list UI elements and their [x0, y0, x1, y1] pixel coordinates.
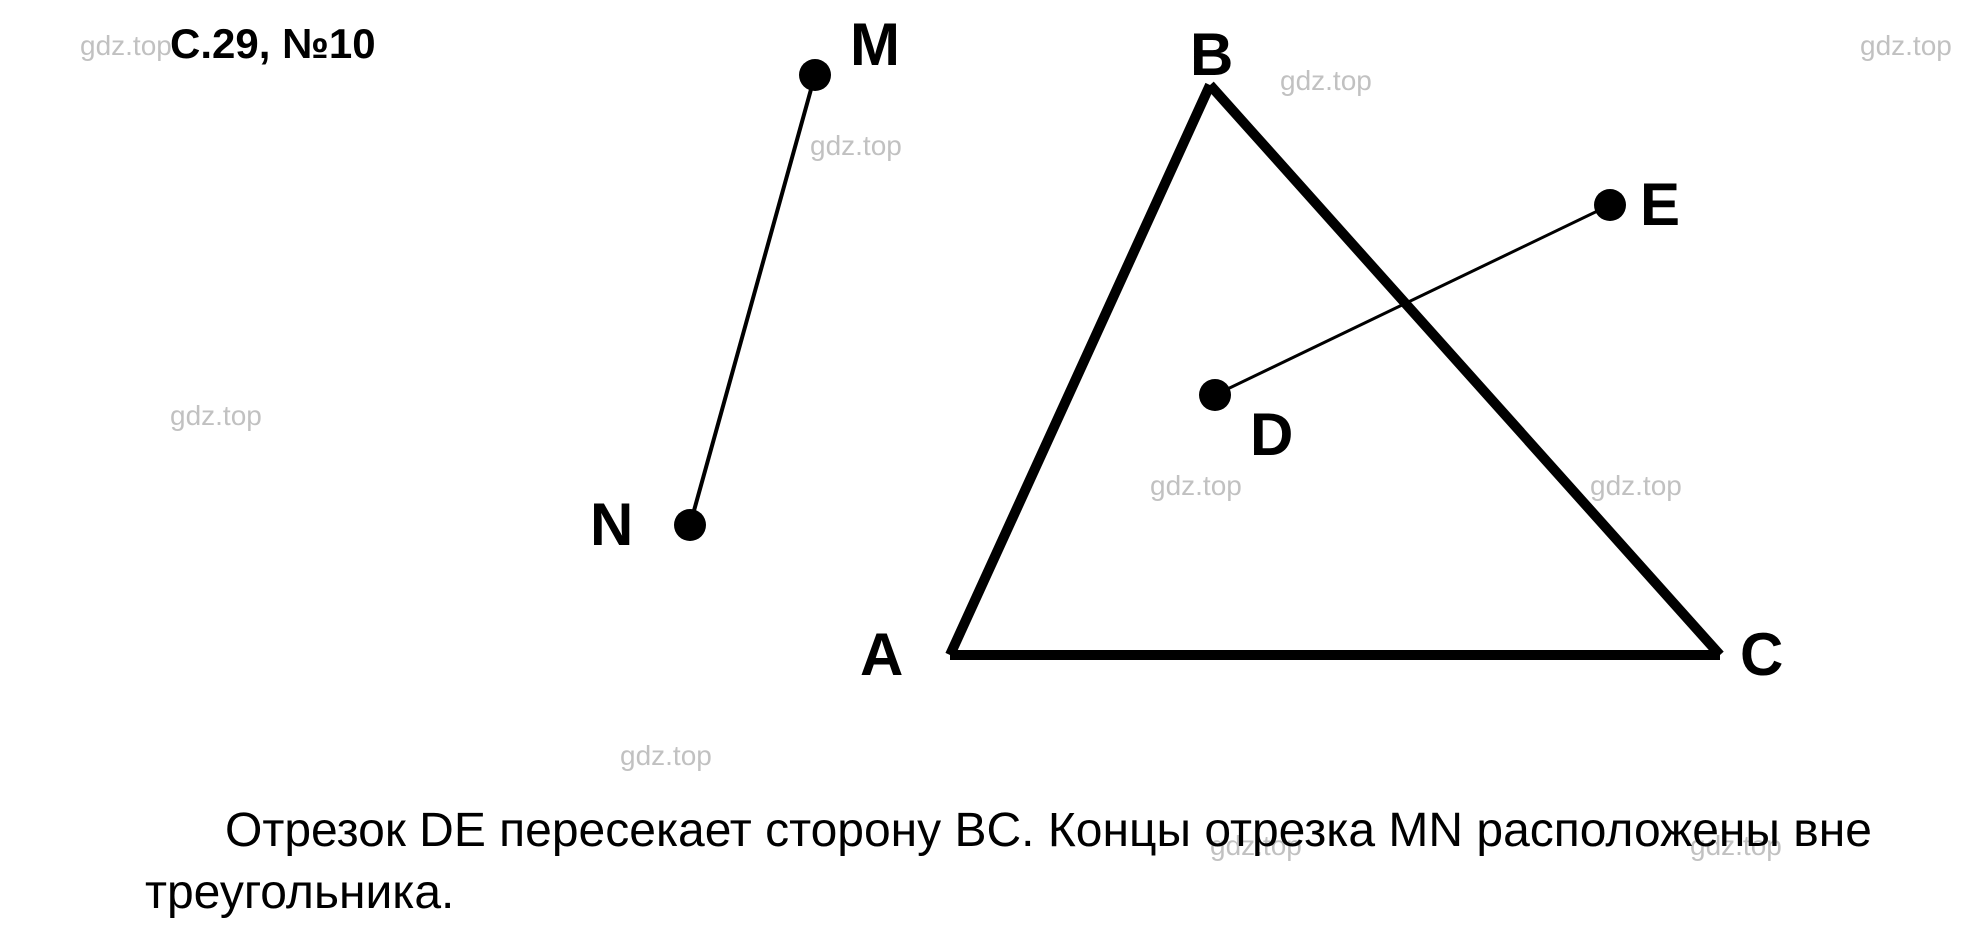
point-d-dot: [1199, 379, 1231, 411]
watermark: gdz.top: [170, 400, 262, 432]
watermark: gdz.top: [810, 130, 902, 162]
page-reference: С.29, №10: [170, 20, 376, 68]
point-e-dot: [1594, 189, 1626, 221]
point-m-dot: [799, 59, 831, 91]
point-n-dot: [674, 509, 706, 541]
watermark: gdz.top: [80, 30, 172, 62]
watermark: gdz.top: [1590, 470, 1682, 502]
watermark: gdz.top: [620, 740, 712, 772]
point-e-label: E: [1640, 170, 1680, 239]
side-ab: [950, 85, 1210, 655]
vertex-c-label: C: [1740, 620, 1783, 689]
segment-mn: [690, 75, 815, 525]
vertex-a-label: A: [860, 620, 903, 689]
point-m-label: M: [850, 10, 900, 79]
segment-de: [1215, 205, 1610, 395]
watermark: gdz.top: [1860, 30, 1952, 62]
watermark: gdz.top: [1150, 470, 1242, 502]
answer-text: Отрезок DE пересекает сторону BC. Концы …: [145, 800, 1895, 925]
point-n-label: N: [590, 490, 633, 559]
geometry-diagram: [0, 0, 1988, 937]
vertex-b-label: B: [1190, 20, 1233, 89]
watermark: gdz.top: [1280, 65, 1372, 97]
point-d-label: D: [1250, 400, 1293, 469]
